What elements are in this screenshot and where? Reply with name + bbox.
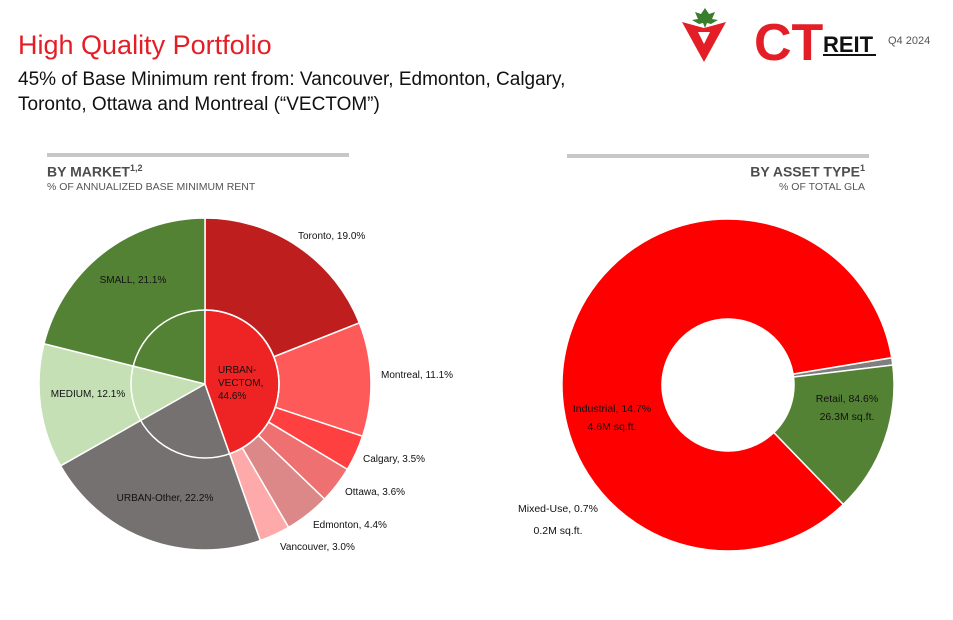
label-mixed-use: Mixed-Use, 0.7% 0.2M sq.ft. bbox=[518, 503, 598, 537]
label-ottawa: Ottawa, 3.6% bbox=[345, 487, 405, 498]
left-section-rule bbox=[47, 153, 349, 157]
slice-small bbox=[43, 217, 206, 385]
maple-leaf-icon bbox=[692, 8, 718, 28]
page-title: High Quality Portfolio bbox=[18, 30, 272, 60]
left-section-subheading: % OF ANNUALIZED BASE MINIMUM RENT bbox=[47, 181, 256, 193]
label-montreal: Montreal, 11.1% bbox=[381, 370, 453, 381]
label-edmonton: Edmonton, 4.4% bbox=[313, 520, 387, 531]
label-small: SMALL, 21.1% bbox=[100, 275, 167, 286]
logo-suffix: REIT bbox=[823, 32, 874, 57]
slice-retail bbox=[561, 218, 893, 552]
logo-text: CT bbox=[754, 14, 824, 66]
label-urban-other: URBAN-Other, 22.2% bbox=[117, 493, 214, 504]
ct-reit-logo: CT REIT bbox=[682, 8, 876, 66]
slice-urban-other bbox=[59, 382, 262, 551]
slice-industrial bbox=[772, 364, 895, 506]
period-label: Q4 2024 bbox=[888, 35, 931, 47]
label-toronto: Toronto, 19.0% bbox=[298, 231, 365, 242]
right-section-rule bbox=[567, 154, 869, 158]
label-calgary: Calgary, 3.5% bbox=[363, 454, 425, 465]
label-retail: Retail, 84.6% 26.3M sq.ft. bbox=[816, 393, 878, 423]
left-section-heading: BY MARKET1,2 bbox=[47, 163, 143, 180]
right-section-subheading: % OF TOTAL GLA bbox=[779, 181, 865, 193]
inner-ring-outline bbox=[130, 309, 280, 459]
page-subtitle: 45% of Base Minimum rent from: Vancouver… bbox=[18, 69, 566, 115]
right-section-heading: BY ASSET TYPE1 bbox=[750, 163, 865, 180]
label-vancouver: Vancouver, 3.0% bbox=[280, 542, 355, 553]
label-industrial: Industrial, 14.7% 4.6M sq.ft. bbox=[573, 403, 651, 433]
label-urban-vectom: URBAN-VECTOM, 44.6% bbox=[218, 365, 263, 402]
label-medium: MEDIUM, 12.1% bbox=[51, 389, 126, 400]
